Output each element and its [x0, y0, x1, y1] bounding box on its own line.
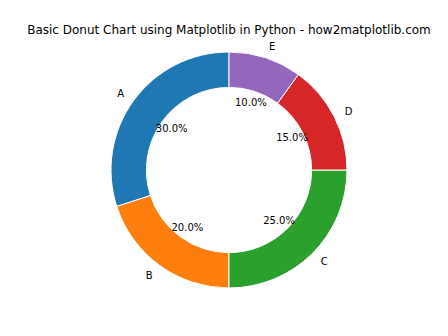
- category-label: B: [146, 270, 153, 281]
- data-label: 25.0%: [263, 215, 295, 226]
- category-label: D: [345, 106, 353, 117]
- wedge: [229, 170, 347, 288]
- labels: A 30.0% B 20.0% C 25.0% D 15.0% E 10.0%: [117, 41, 353, 280]
- wedges: [111, 52, 347, 288]
- category-label: E: [269, 41, 275, 52]
- title: Basic Donut Chart using Matplotlib in Py…: [27, 23, 431, 37]
- data-label: 30.0%: [156, 123, 188, 134]
- wedge: [117, 196, 229, 288]
- category-label: A: [117, 88, 124, 99]
- wedge: [229, 52, 298, 103]
- category-label: C: [321, 256, 328, 267]
- chart: Basic Donut Chart using Matplotlib in Py…: [0, 0, 448, 336]
- data-label: 20.0%: [171, 222, 203, 233]
- data-label: 10.0%: [235, 97, 267, 108]
- wedge: [111, 52, 229, 206]
- data-label: 15.0%: [276, 132, 308, 143]
